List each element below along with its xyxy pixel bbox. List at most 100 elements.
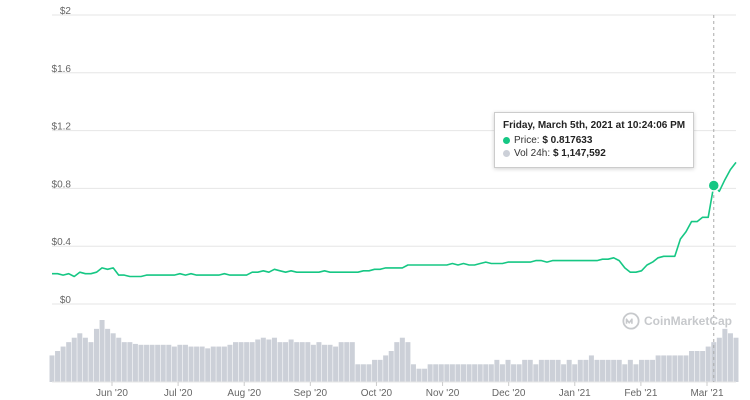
volume-bar — [594, 359, 600, 382]
volume-bar — [310, 344, 316, 382]
volume-bar — [288, 339, 294, 382]
volume-bar — [233, 342, 239, 382]
volume-bar — [733, 337, 739, 382]
volume-bar — [188, 346, 194, 382]
volume-bar — [399, 337, 405, 382]
volume-bar — [255, 339, 261, 382]
volume-bar — [505, 359, 511, 382]
volume-bar — [127, 342, 133, 382]
volume-bar — [461, 364, 467, 382]
volume-bar — [71, 337, 77, 382]
volume-bar — [433, 364, 439, 382]
volume-bar — [383, 355, 389, 382]
volume-bar — [410, 364, 416, 382]
volume-bar — [360, 364, 366, 382]
volume-bar — [577, 359, 583, 382]
volume-bar — [572, 364, 578, 382]
volume-bar — [121, 342, 127, 382]
volume-bar — [105, 328, 111, 382]
price-line-layer — [52, 161, 737, 278]
volume-bar — [627, 359, 633, 382]
volume-bar — [305, 342, 311, 382]
volume-bar — [238, 342, 244, 382]
volume-bar — [566, 359, 572, 382]
volume-bar — [588, 355, 594, 382]
volume-bar — [522, 359, 528, 382]
volume-bar — [138, 344, 144, 382]
tooltip-price-label: Price: — [514, 135, 540, 146]
volume-bar — [249, 342, 255, 382]
volume-bar — [349, 342, 355, 382]
highlight-point[interactable] — [707, 179, 721, 192]
volume-bar — [116, 337, 122, 382]
volume-bar — [394, 342, 400, 382]
volume-bar — [466, 364, 472, 382]
tooltip-date: Friday, March 5th, 2021 at 10:24:06 PM — [503, 120, 686, 131]
y-tick-label: $1.6 — [52, 64, 72, 75]
volume-bar — [422, 368, 428, 382]
price-dot-icon — [503, 136, 510, 144]
volume-bar — [166, 344, 172, 382]
volume-bar — [711, 342, 717, 382]
volume-bar — [227, 344, 233, 382]
volume-bar — [366, 364, 372, 382]
volume-bar — [260, 337, 266, 382]
y-tick-label: $1.2 — [52, 122, 72, 133]
volume-bar — [661, 355, 667, 382]
volume-bar — [388, 351, 394, 382]
volume-bar — [199, 346, 205, 382]
y-axis-ticks: $2 $1.6 $1.2 $0.8 $0.4 $0 — [52, 6, 72, 306]
y-tick-label: $0.4 — [52, 237, 72, 248]
volume-bar — [650, 359, 656, 382]
y-tick-label: $0.8 — [52, 179, 72, 190]
volume-bar — [283, 342, 289, 382]
volume-bar — [221, 346, 227, 382]
volume-bar — [438, 364, 444, 382]
volume-bar — [49, 355, 55, 382]
volume-bar — [155, 344, 161, 382]
volume-bar — [338, 342, 344, 382]
volume-bar — [110, 333, 116, 382]
volume-bars — [49, 320, 739, 383]
coinmarketcap-watermark: CoinMarketCap — [622, 312, 732, 330]
tooltip-price-row: Price: $ 0.817633 — [503, 134, 685, 147]
volume-bar — [644, 359, 650, 382]
tooltip-price-value: $ 0.817633 — [542, 135, 593, 146]
volume-bar — [611, 359, 617, 382]
x-tick-label: Jun '20 — [96, 388, 128, 399]
volume-bar — [82, 337, 88, 382]
volume-bar — [77, 333, 83, 382]
volume-bar — [689, 351, 695, 382]
volume-bar — [488, 364, 494, 382]
x-tick-label: Feb '21 — [624, 388, 657, 399]
x-axis-ticks: Jun '20 Jul '20 Aug '20 Sep '20 Oct '20 Nov '… — [96, 382, 724, 399]
volume-bar — [66, 342, 72, 382]
volume-bar — [88, 342, 94, 382]
x-tick-label: Dec '20 — [492, 388, 526, 399]
volume-bar — [483, 364, 489, 382]
volume-bar — [600, 359, 606, 382]
volume-bar — [533, 364, 539, 382]
volume-bar — [511, 364, 517, 382]
volume-bar — [294, 342, 300, 382]
volume-bar — [605, 359, 611, 382]
volume-bar — [616, 359, 622, 382]
x-tick-label: Nov '20 — [426, 388, 460, 399]
chart-tooltip: Friday, March 5th, 2021 at 10:24:06 PM P… — [494, 112, 694, 168]
volume-bar — [271, 337, 277, 382]
price-line — [52, 161, 737, 278]
volume-bar — [321, 344, 327, 382]
x-tick-label: Jul '20 — [164, 388, 193, 399]
volume-bar — [210, 346, 216, 382]
volume-bar — [377, 359, 383, 382]
volume-bar — [205, 348, 211, 382]
grid-lines — [52, 14, 736, 305]
volume-bar — [655, 355, 661, 382]
volume-bar — [416, 368, 422, 382]
volume-bar — [694, 351, 700, 382]
volume-bar — [700, 351, 706, 382]
volume-bar — [93, 328, 99, 382]
x-tick-label: Oct '20 — [361, 388, 393, 399]
x-tick-label: Jan '21 — [559, 388, 591, 399]
